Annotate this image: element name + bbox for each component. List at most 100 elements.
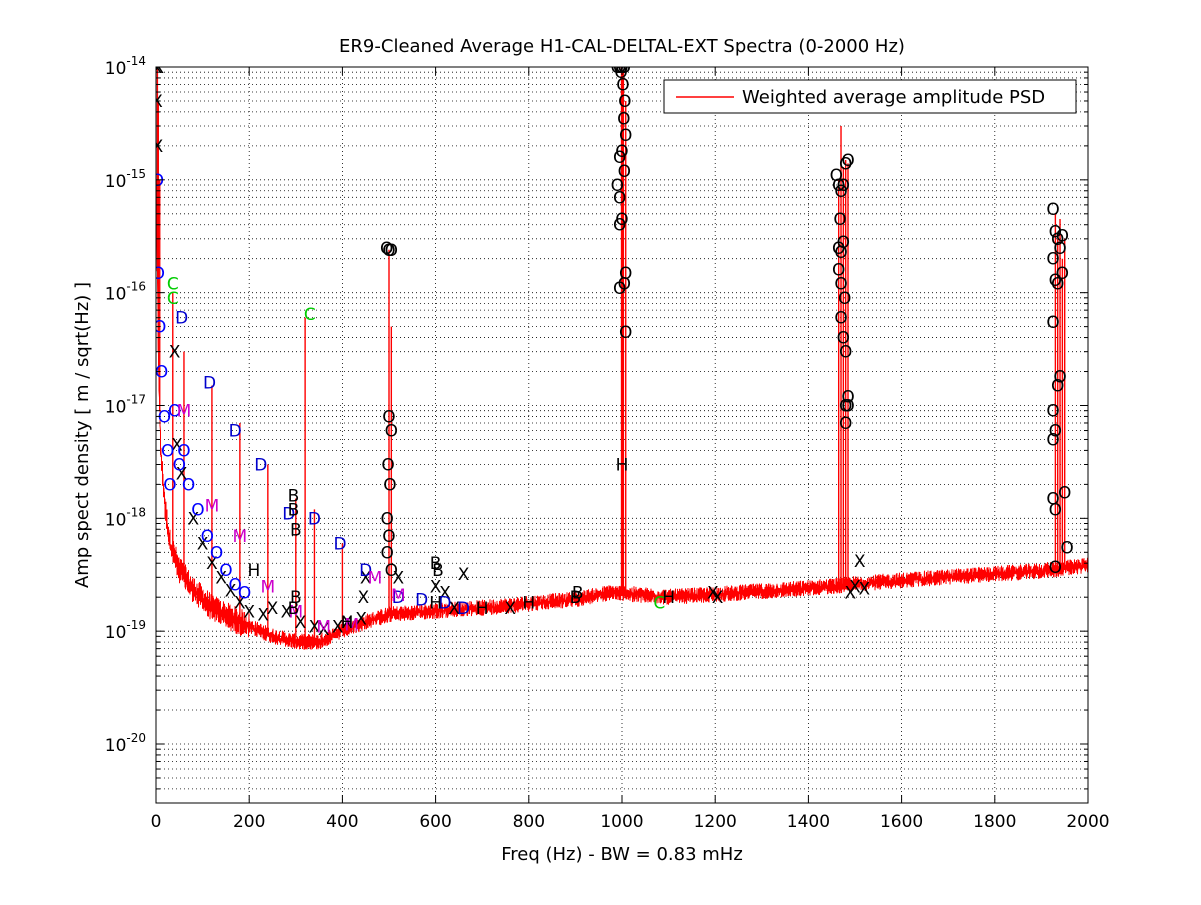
line-marker: H — [616, 455, 629, 475]
line-marker: X — [171, 436, 183, 456]
line-marker: O — [618, 92, 631, 112]
line-marker: O — [837, 329, 850, 349]
line-marker: X — [234, 593, 246, 613]
line-marker: O — [153, 318, 166, 338]
line-marker: X — [151, 92, 163, 112]
line-marker: O — [834, 243, 847, 263]
line-marker: O — [613, 58, 626, 78]
line-marker: B — [430, 554, 442, 574]
line-marker: M — [288, 602, 303, 622]
line-marker: D — [229, 422, 242, 442]
line-marker: O — [158, 407, 171, 427]
line-marker: B — [290, 588, 302, 608]
line-marker: O — [839, 397, 852, 417]
line-marker: O — [383, 475, 396, 495]
line-marker: X — [243, 602, 255, 622]
line-marker: O — [152, 264, 165, 284]
line-marker: O — [1046, 200, 1059, 220]
line-marker: O — [1051, 230, 1064, 250]
line-marker: O — [834, 275, 847, 295]
line-marker: X — [309, 617, 321, 637]
line-marker: O — [618, 275, 631, 295]
line-marker: O — [191, 500, 204, 520]
line-marker: H — [341, 613, 354, 633]
line-marker: B — [288, 500, 300, 520]
line-marker: D — [282, 505, 295, 525]
line-marker: O — [382, 527, 395, 547]
line-marker: O — [839, 414, 852, 434]
line-marker: X — [267, 599, 279, 619]
line-marker: X — [707, 584, 719, 604]
line-marker: O — [834, 309, 847, 329]
line-marker: O — [1056, 264, 1069, 284]
line-marker: C — [167, 289, 179, 309]
line-marker: X — [318, 620, 330, 640]
line-marker: X — [281, 602, 293, 622]
line-marker: O — [173, 455, 186, 475]
line-marker: X — [458, 565, 470, 585]
line-marker: O — [1046, 313, 1059, 333]
line-marker: O — [832, 176, 845, 196]
line-marker: M — [261, 577, 276, 597]
line-marker: X — [845, 584, 857, 604]
line-marker: M — [177, 402, 192, 422]
line-marker: D — [308, 509, 321, 529]
line-marker: O — [1051, 377, 1064, 397]
x-tick-labels: 0 200 400 600 800 1000 1200 1400 1600 1800 2000 — [151, 812, 1110, 832]
line-marker: B — [288, 599, 300, 619]
line-marker: H — [476, 599, 489, 619]
y-tick-labels: 10-20 10-19 10-18 10-17 10-16 10-15 10-14 — [105, 54, 146, 756]
line-marker: B — [570, 588, 582, 608]
line-marker: D — [359, 561, 372, 581]
y-tick-label: 10-16 — [105, 280, 146, 305]
line-marker: O — [1051, 275, 1064, 295]
line-marker: X — [169, 343, 181, 363]
line-marker: X — [392, 568, 404, 588]
line-marker: D — [415, 591, 428, 611]
line-marker: O — [1046, 250, 1059, 270]
x-tick-label: 1400 — [787, 812, 830, 832]
line-marker: O — [151, 171, 164, 191]
line-marker: O — [1046, 489, 1059, 509]
line-marker: O — [201, 527, 214, 547]
line-marker: O — [168, 402, 181, 422]
line-marker: O — [832, 239, 845, 259]
y-tick-label: 10-18 — [105, 505, 146, 530]
line-marker: H — [247, 561, 260, 581]
line-marker: M — [344, 615, 359, 635]
line-marker: O — [382, 407, 395, 427]
y-tick-label: 10-15 — [105, 167, 146, 192]
line-marker: O — [837, 176, 850, 196]
line-marker: X — [448, 599, 460, 619]
line-marker: O — [385, 561, 398, 581]
x-tick-label: 2000 — [1066, 812, 1109, 832]
line-marker: O — [385, 241, 398, 261]
line-marker: O — [1049, 422, 1062, 442]
line-marker: O — [1056, 227, 1069, 247]
line-marker: O — [613, 188, 626, 208]
line-marker: X — [152, 137, 164, 157]
y-tick-label: 10-14 — [105, 54, 146, 79]
line-marker: O — [838, 289, 851, 309]
line-marker: B — [290, 520, 302, 540]
x-tick-label: 1600 — [880, 812, 923, 832]
line-marker: O — [1049, 558, 1062, 578]
line-marker: O — [385, 422, 398, 442]
line-marker: M — [391, 586, 406, 606]
x-tick-label: 1200 — [694, 812, 737, 832]
line-marker: D — [175, 309, 188, 329]
line-marker: X — [332, 617, 344, 637]
legend-series-label: Weighted average amplitude PSD — [742, 87, 1045, 108]
line-marker: X — [257, 606, 269, 626]
x-tick-label: 1000 — [600, 812, 643, 832]
line-marker: O — [163, 475, 176, 495]
marker-layer: XXXXXXXXXXXXXXXXXXXXXXXXXXXXXXXXXXXXXOOO… — [151, 58, 1074, 640]
line-marker: O — [841, 397, 854, 417]
line-marker: O — [155, 363, 168, 383]
line-marker: X — [360, 568, 372, 588]
series-layer — [156, 67, 1088, 650]
chart-title: ER9-Cleaned Average H1-CAL-DELTAL-EXT Sp… — [339, 36, 905, 57]
line-marker: O — [834, 182, 847, 202]
line-marker: O — [618, 58, 631, 78]
line-marker: M — [316, 617, 331, 637]
